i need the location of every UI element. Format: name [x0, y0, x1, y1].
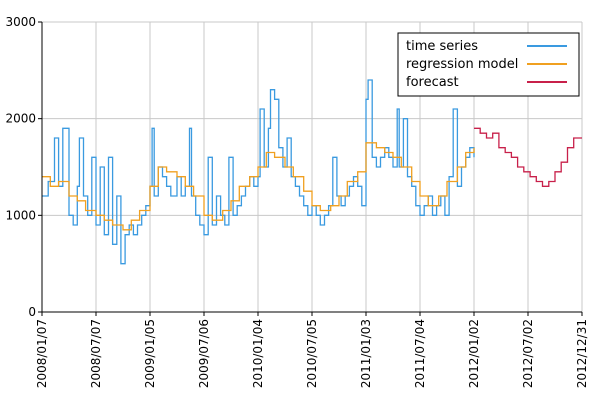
x-tick-label: 2010/07/05 [305, 319, 319, 388]
axes [38, 21, 583, 316]
legend: time series regression model forecast [397, 32, 580, 97]
y-tick-label: 0 [28, 305, 36, 319]
x-tick-label: 2011/01/03 [359, 319, 373, 388]
series-layer [42, 79, 582, 265]
series-line-regression-model [42, 142, 475, 231]
x-tick-label: 2010/01/04 [251, 319, 265, 388]
legend-label-time-series: time series [406, 39, 478, 54]
y-tick-label: 3000 [5, 15, 36, 29]
x-tick-label: 2012/01/02 [467, 319, 481, 388]
legend-label-forecast: forecast [406, 75, 459, 90]
x-tick-label: 2008/01/07 [35, 319, 49, 388]
x-tick-label: 2009/07/06 [197, 319, 211, 388]
x-tick-label: 2012/12/31 [575, 319, 589, 388]
x-tick-label: 2009/01/05 [143, 319, 157, 388]
x-tick-label: 2012/07/02 [521, 319, 535, 388]
x-tick-label: 2008/07/07 [89, 319, 103, 388]
y-tick-label: 1000 [5, 208, 36, 222]
legend-label-regression-model: regression model [406, 57, 518, 72]
x-tick-label: 2011/07/04 [413, 319, 427, 388]
tick-labels: 0 1000 2000 3000 2008/01/07 2008/07/07 2009/01… [5, 15, 589, 388]
series-line-forecast [474, 127, 582, 187]
y-tick-label: 2000 [5, 112, 36, 126]
